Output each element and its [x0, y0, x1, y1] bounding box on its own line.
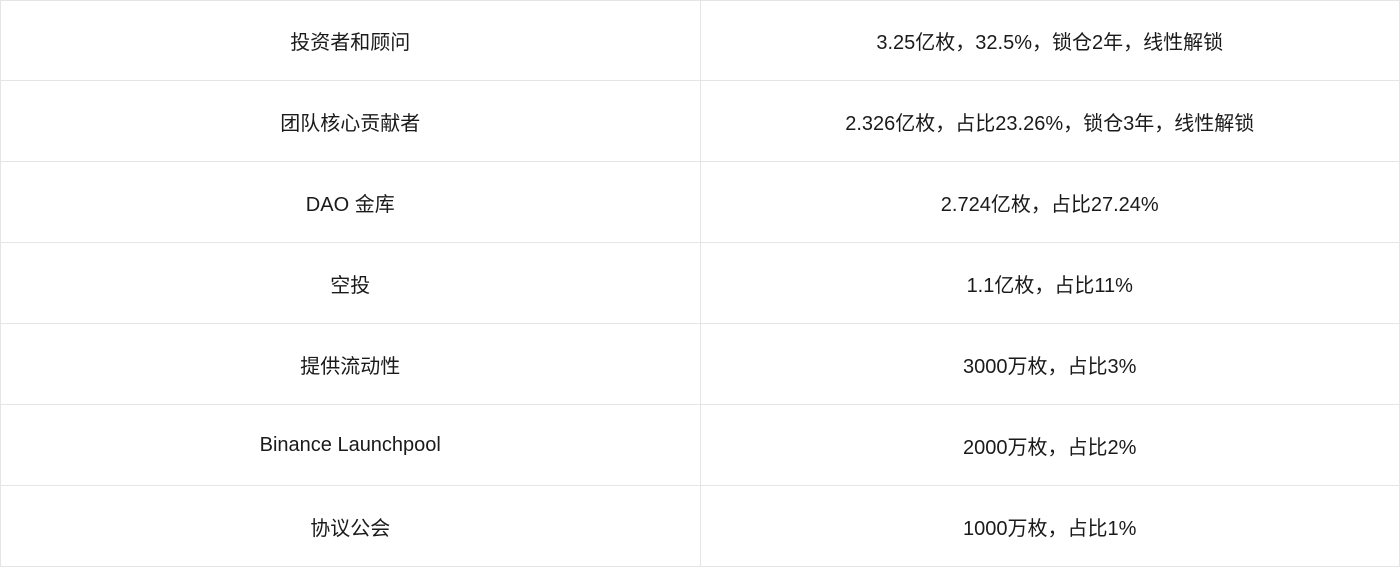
allocation-table: 投资者和顾问 3.25亿枚，32.5%，锁仓2年，线性解锁 团队核心贡献者 2.… [0, 0, 1400, 567]
allocation-value: 2.724亿枚，占比27.24% [700, 162, 1400, 243]
allocation-label: 团队核心贡献者 [0, 81, 700, 162]
table-row: 团队核心贡献者 2.326亿枚，占比23.26%，锁仓3年，线性解锁 [0, 81, 1400, 162]
allocation-label: 空投 [0, 243, 700, 324]
allocation-value: 1.1亿枚，占比11% [700, 243, 1400, 324]
allocation-value: 3.25亿枚，32.5%，锁仓2年，线性解锁 [700, 0, 1400, 81]
allocation-value: 2.326亿枚，占比23.26%，锁仓3年，线性解锁 [700, 81, 1400, 162]
allocation-value: 2000万枚，占比2% [700, 405, 1400, 486]
allocation-label: 提供流动性 [0, 324, 700, 405]
table-row: 空投 1.1亿枚，占比11% [0, 243, 1400, 324]
table-row: DAO 金库 2.724亿枚，占比27.24% [0, 162, 1400, 243]
table-row: 提供流动性 3000万枚，占比3% [0, 324, 1400, 405]
allocation-label: Binance Launchpool [0, 405, 700, 486]
allocation-value: 1000万枚，占比1% [700, 486, 1400, 567]
allocation-label: DAO 金库 [0, 162, 700, 243]
table-row: 协议公会 1000万枚，占比1% [0, 486, 1400, 567]
allocation-label: 协议公会 [0, 486, 700, 567]
table-row: Binance Launchpool 2000万枚，占比2% [0, 405, 1400, 486]
allocation-value: 3000万枚，占比3% [700, 324, 1400, 405]
table-row: 投资者和顾问 3.25亿枚，32.5%，锁仓2年，线性解锁 [0, 0, 1400, 81]
allocation-label: 投资者和顾问 [0, 0, 700, 81]
